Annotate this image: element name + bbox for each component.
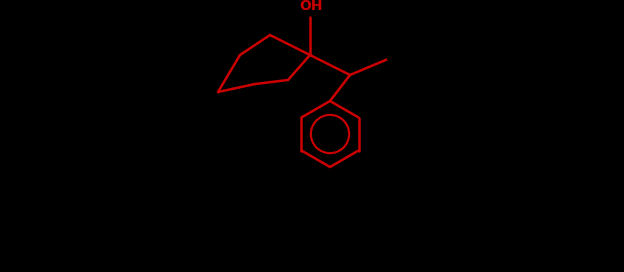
Text: Me: Me bbox=[458, 105, 477, 118]
Text: N: N bbox=[414, 68, 426, 82]
Text: OH: OH bbox=[300, 0, 323, 13]
Text: Me: Me bbox=[458, 32, 477, 45]
